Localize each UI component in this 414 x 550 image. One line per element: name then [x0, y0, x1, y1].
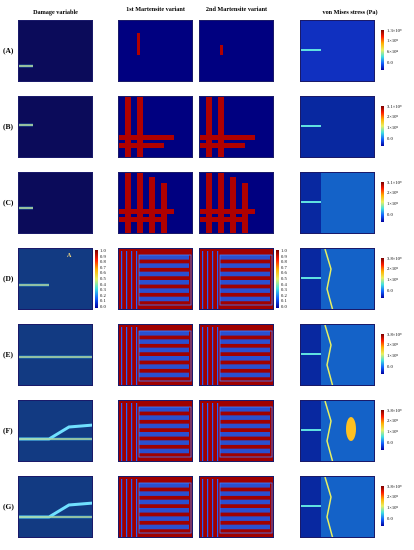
stress-colorbar — [381, 486, 384, 526]
martensite-1-panel — [118, 400, 193, 462]
unit-scale-labels: 1.0 0.9 0.8 0.7 0.6 0.5 0.4 0.3 0.2 0.1 0.0 — [281, 248, 287, 309]
stress-tick-label: 2×10⁹ — [387, 342, 399, 347]
von-mises-panel — [300, 248, 375, 310]
stress-colorbar — [381, 30, 384, 70]
stress-max-label: 3.1×10⁹ — [387, 180, 402, 185]
stress-tick-label: 1×10⁹ — [387, 38, 399, 43]
stress-colorbar — [381, 410, 384, 450]
header-von-mises-stress: von Mises stress (Pa) — [322, 9, 378, 16]
stress-tick-label: 2×10⁹ — [387, 114, 399, 119]
stress-tick-label: 0.0 — [387, 60, 393, 65]
header-2nd-martensite: 2nd Martensite variant — [205, 6, 268, 13]
martensite-2-panel — [199, 96, 274, 158]
header-1st-martensite: 1st Martensite variant — [126, 6, 185, 13]
stress-tick-label: 1×10⁹ — [387, 277, 399, 282]
stress-tick-label: 1×10⁹ — [387, 125, 399, 130]
unit-scale-labels: 1.0 0.9 0.8 0.7 0.6 0.5 0.4 0.3 0.2 0.1 0.0 — [100, 248, 106, 309]
row-label: (C) — [3, 198, 14, 207]
stress-tick-label: 0.0 — [387, 440, 393, 445]
stress-tick-label: 1×10⁹ — [387, 429, 399, 434]
row-label: (F) — [3, 426, 13, 435]
martensite-2-panel — [199, 172, 274, 234]
martensite-1-panel — [118, 20, 193, 82]
stress-max-label: 3.8×10⁹ — [387, 332, 402, 337]
damage-panel — [18, 20, 93, 82]
row-label: (E) — [3, 350, 13, 359]
damage-panel — [18, 476, 93, 538]
stress-max-label: 3.8×10⁹ — [387, 408, 402, 413]
stress-tick-label: 0.0 — [387, 288, 393, 293]
martensite-2-panel — [199, 324, 274, 386]
stress-max-label: 3.8×10⁹ — [387, 484, 402, 489]
von-mises-panel — [300, 400, 375, 462]
annotation-label: A — [67, 253, 72, 259]
martensite-2-panel — [199, 20, 274, 82]
stress-max-label: 1.3×10⁹ — [387, 28, 402, 33]
row-label: (B) — [3, 122, 13, 131]
martensite-2-panel — [199, 476, 274, 538]
stress-tick-label: 1×10⁹ — [387, 201, 399, 206]
stress-tick-label: 2×10⁹ — [387, 418, 399, 423]
stress-tick-label: 0.0 — [387, 136, 393, 141]
row-label: (D) — [3, 274, 14, 283]
martensite-1-panel — [118, 172, 193, 234]
unit-colorbar — [95, 250, 98, 308]
stress-tick-label: 0.0 — [387, 212, 393, 217]
martensite-2-panel — [199, 400, 274, 462]
row-label: (G) — [3, 502, 14, 511]
stress-tick-label: 2×10⁹ — [387, 190, 399, 195]
stress-tick-label: 1×10⁹ — [387, 353, 399, 358]
von-mises-panel — [300, 324, 375, 386]
martensite-1-panel — [118, 476, 193, 538]
damage-panel — [18, 96, 93, 158]
stress-tick-label: 2×10⁹ — [387, 266, 399, 271]
unit-colorbar — [276, 250, 279, 308]
damage-panel — [18, 400, 93, 462]
martensite-1-panel — [118, 324, 193, 386]
stress-tick-label: 0.0 — [387, 516, 393, 521]
von-mises-panel — [300, 96, 375, 158]
stress-colorbar — [381, 258, 384, 298]
stress-colorbar — [381, 106, 384, 146]
von-mises-panel — [300, 476, 375, 538]
von-mises-panel — [300, 20, 375, 82]
stress-tick-label: 2×10⁹ — [387, 494, 399, 499]
stress-max-label: 3.1×10⁹ — [387, 104, 402, 109]
damage-panel — [18, 324, 93, 386]
von-mises-panel — [300, 172, 375, 234]
martensite-1-panel — [118, 96, 193, 158]
stress-colorbar — [381, 182, 384, 222]
martensite-2-panel — [199, 248, 274, 310]
stress-colorbar — [381, 334, 384, 374]
damage-panel — [18, 172, 93, 234]
martensite-1-panel — [118, 248, 193, 310]
header-damage-variable: Damage variable — [33, 9, 78, 16]
stress-tick-label: 6×10⁸ — [387, 49, 399, 54]
row-label: (A) — [3, 46, 14, 55]
stress-tick-label: 1×10⁹ — [387, 505, 399, 510]
stress-tick-label: 0.0 — [387, 364, 393, 369]
damage-panel — [18, 248, 93, 310]
stress-max-label: 3.8×10⁹ — [387, 256, 402, 261]
